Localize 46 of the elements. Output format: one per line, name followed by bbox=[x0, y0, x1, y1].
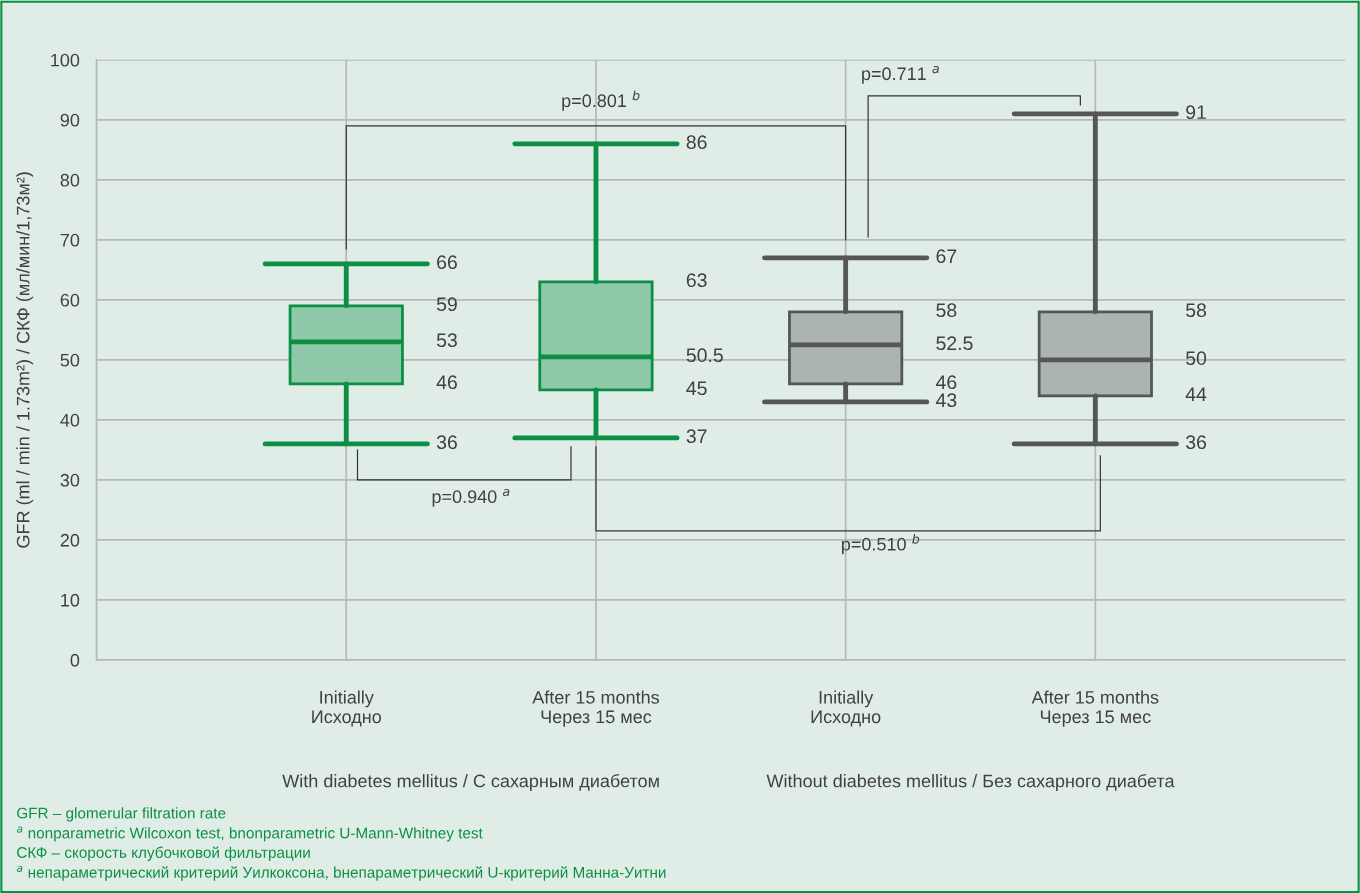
annotation: 91 bbox=[1186, 105, 1206, 120]
annotation: 52.5 bbox=[936, 336, 973, 351]
annotation: 58 bbox=[1186, 303, 1207, 318]
annotation: p=0.711 $^{a}$ bbox=[862, 65, 939, 84]
x-tick-label: After 15 months Через 15 мес bbox=[532, 690, 660, 727]
text: With diabetes mellitus / С сахарным диабетом bbox=[282, 773, 659, 791]
text: Without diabetes mellitus / Без сахарного диабета bbox=[766, 773, 1175, 791]
annotation: 63 bbox=[686, 273, 707, 288]
y-tick-label: 70 bbox=[60, 233, 80, 247]
y-tick-label: 30 bbox=[60, 473, 80, 487]
annotation: 59 bbox=[436, 297, 457, 312]
y-tick-label: 40 bbox=[60, 413, 80, 427]
y-axis-title: GFR (ml / min / 1.73m²) / СКФ (мл/мин/1,73м²) bbox=[16, 172, 34, 548]
annotation: 43 bbox=[935, 393, 957, 408]
y-tick-label: 0 bbox=[70, 653, 80, 667]
annotation: 86 bbox=[686, 135, 707, 150]
annotation: p=0.510 $^{b}$ bbox=[841, 533, 920, 555]
annotation: 67 bbox=[936, 249, 957, 264]
y-tick-label: 10 bbox=[61, 593, 80, 607]
annotation: 45 bbox=[686, 381, 707, 396]
annotation: 46 bbox=[935, 375, 957, 390]
annotation: 44 bbox=[1185, 387, 1207, 401]
annotation: 66 bbox=[437, 255, 457, 270]
x-tick-label: After 15 months Через 15 мес bbox=[1031, 690, 1159, 727]
text: GFR – glomerular filtration rate bbox=[17, 807, 226, 822]
x-tick-label: Initially Исходно bbox=[312, 690, 382, 727]
text: $^{a}$ nonparametric Wilcoxon test, bnonparametric U-Mann-Whitney test bbox=[16, 826, 483, 842]
y-tick-label: 50 bbox=[60, 353, 80, 367]
annotation: 46 bbox=[436, 375, 457, 390]
annotation: 37 bbox=[686, 429, 707, 444]
y-tick-label: 80 bbox=[60, 173, 80, 187]
x-tick-label: Initially Исходно bbox=[811, 690, 881, 727]
annotation: 36 bbox=[1185, 435, 1207, 450]
y-tick-label: 20 bbox=[60, 533, 80, 547]
annotation: 53 bbox=[436, 333, 457, 348]
y-tick-label: 60 bbox=[60, 293, 80, 307]
annotation: p=0.801 $^{b}$ bbox=[562, 90, 640, 111]
text: СКФ – скорость клубочковой фильтрации bbox=[17, 846, 310, 861]
annotation: 58 bbox=[936, 303, 957, 318]
text: $^{a}$ непараметрический критерий Уилкоксона, bнепараметрический U-критерий Манна-Уитни bbox=[16, 865, 666, 881]
annotation: 50 bbox=[1186, 351, 1207, 366]
annotation: p=0.940 $^{a}$ bbox=[432, 488, 510, 507]
y-tick-label: 90 bbox=[60, 113, 80, 127]
y-tick-label: 100 bbox=[51, 53, 80, 67]
annotation: 36 bbox=[436, 435, 457, 450]
annotation: 50.5 bbox=[686, 348, 723, 363]
